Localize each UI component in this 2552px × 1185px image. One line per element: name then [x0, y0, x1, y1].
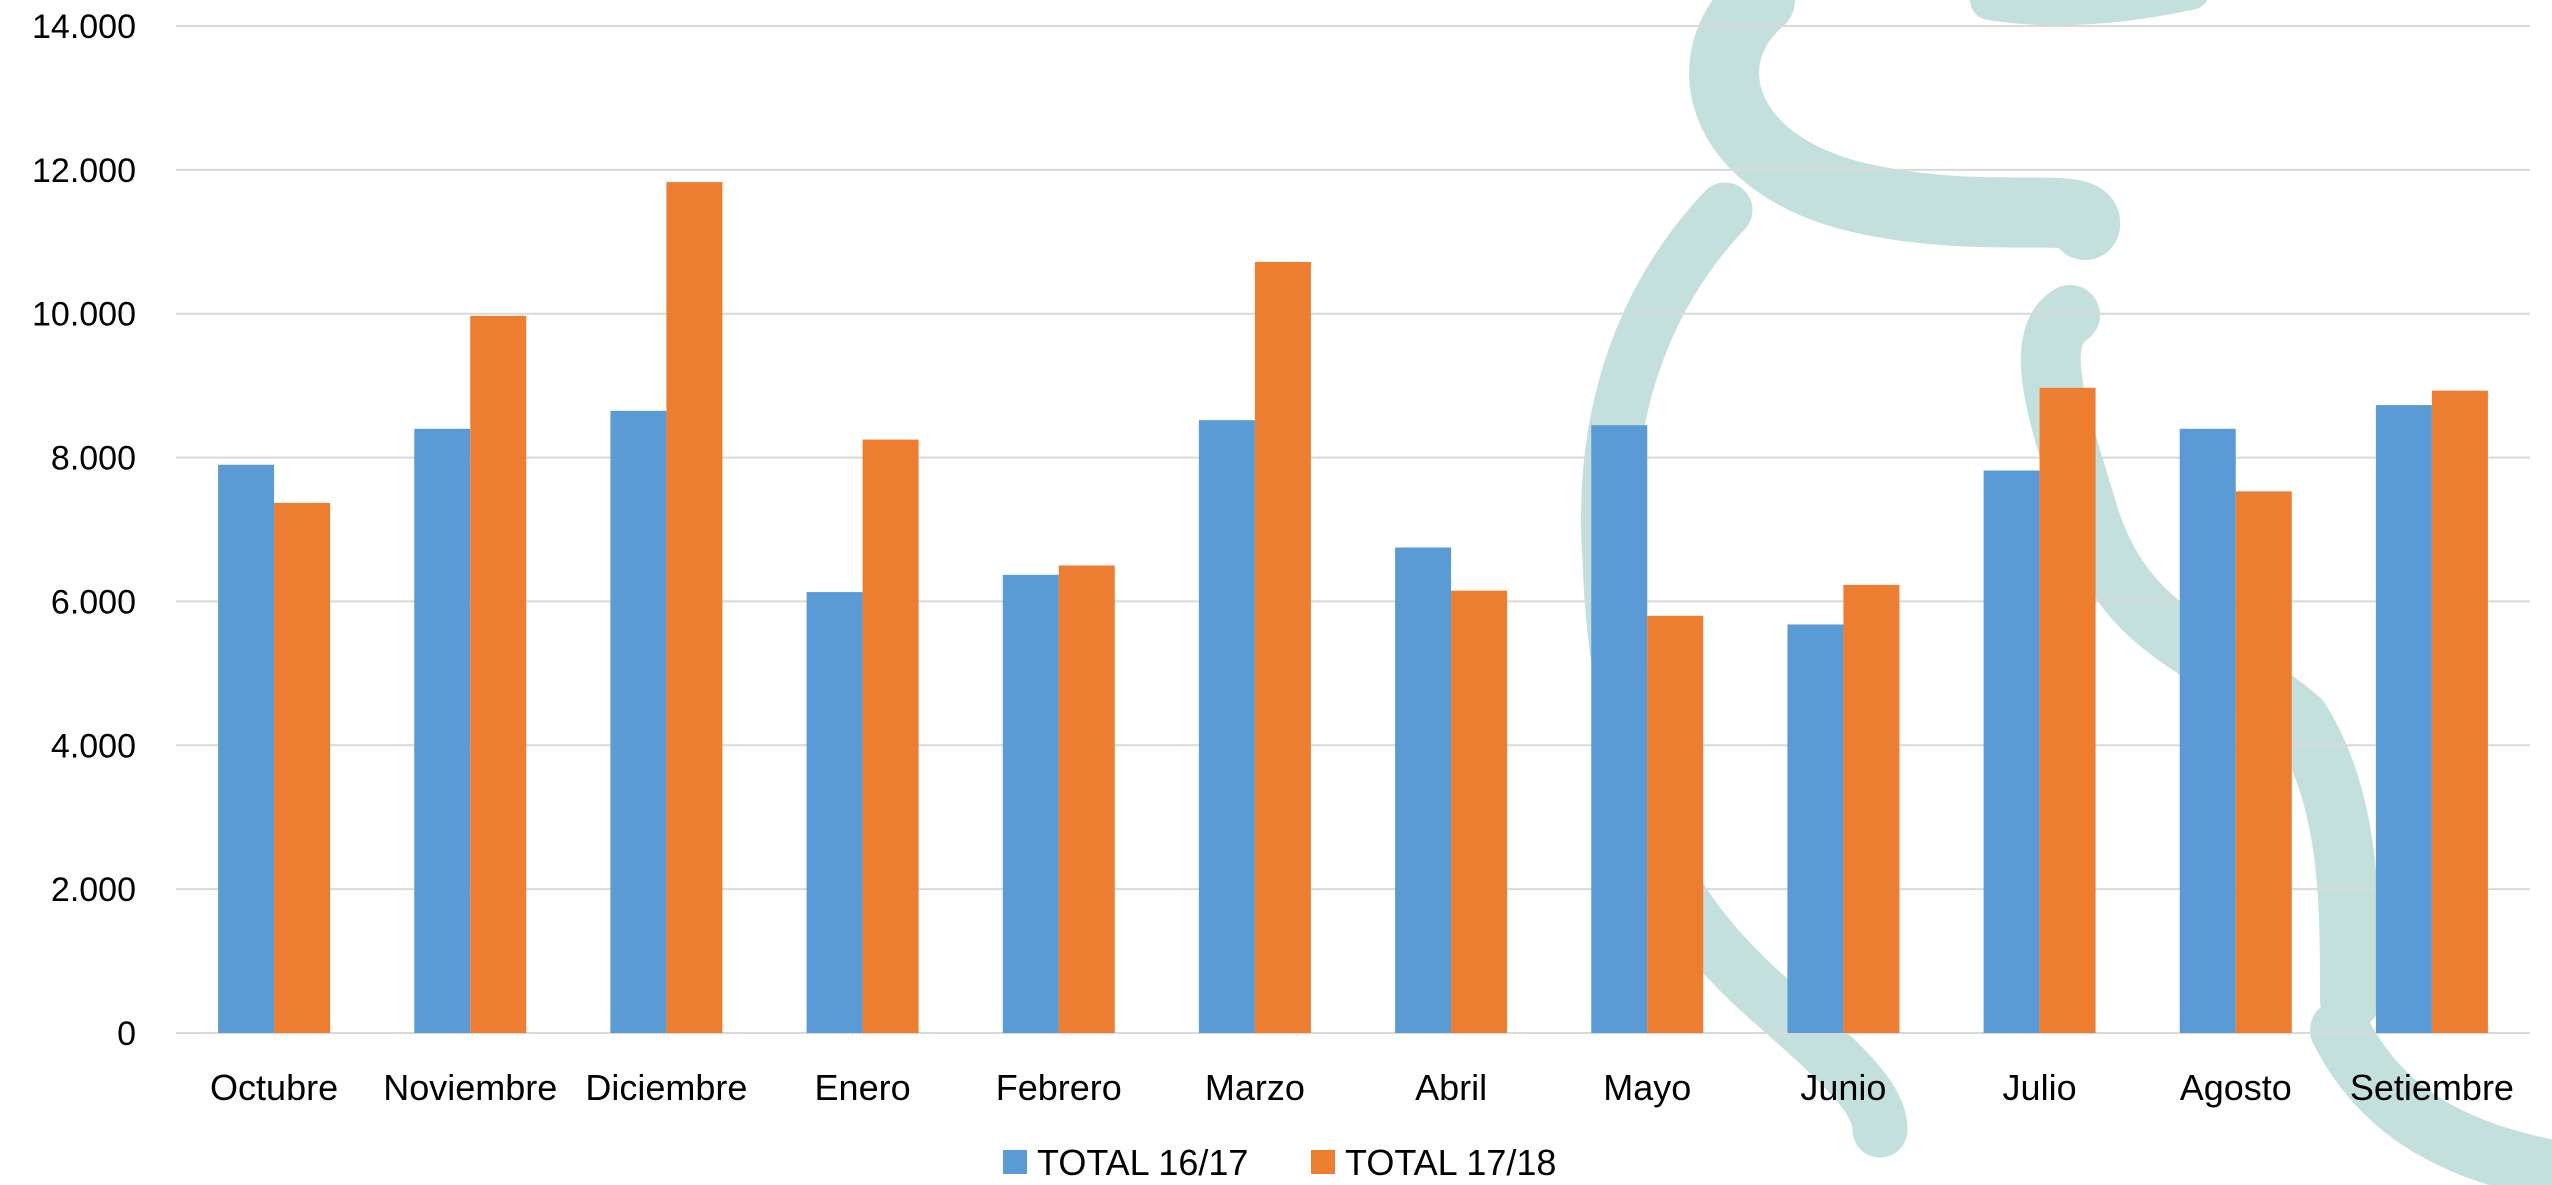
y-tick-label: 2.000 [51, 871, 136, 909]
x-tick-label: Enero [815, 1067, 911, 1108]
bar-julio-series-1 [1984, 471, 2040, 1033]
x-tick-label: Febrero [996, 1067, 1122, 1108]
legend-label-series-1: TOTAL 16/17 [1037, 1142, 1248, 1183]
bar-diciembre-series-2 [666, 182, 722, 1033]
y-tick-label: 0 [117, 1015, 136, 1053]
x-tick-label: Setiembre [2350, 1067, 2514, 1108]
x-tick-label: Abril [1415, 1067, 1487, 1108]
bar-agosto-series-1 [2180, 429, 2236, 1033]
bar-setiembre-series-2 [2432, 391, 2488, 1033]
watermark-stroke-1 [1990, 0, 2190, 5]
bar-marzo-series-2 [1255, 262, 1311, 1033]
bar-noviembre-series-1 [414, 429, 470, 1033]
legend-label-series-2: TOTAL 17/18 [1345, 1142, 1556, 1183]
bar-junio-series-1 [1787, 624, 1843, 1033]
bar-mayo-series-2 [1647, 616, 1703, 1033]
x-tick-label: Diciembre [585, 1067, 747, 1108]
y-tick-label: 10.000 [32, 296, 136, 334]
y-tick-label: 8.000 [51, 440, 136, 478]
x-tick-label: Agosto [2180, 1067, 2292, 1108]
x-tick-label: Julio [2003, 1067, 2077, 1108]
watermark-stroke-0 [1724, 0, 2085, 225]
x-tick-label: Octubre [210, 1067, 338, 1108]
bar-agosto-series-2 [2236, 491, 2292, 1033]
x-axis-ticks: Octubre Noviembre Diciembre Enero Febrero Mar… [210, 1067, 2514, 1108]
bar-mayo-series-1 [1591, 425, 1647, 1033]
bar-enero-series-1 [807, 592, 863, 1033]
x-tick-label: Marzo [1205, 1067, 1305, 1108]
y-tick-label: 12.000 [32, 152, 136, 190]
x-tick-label: Noviembre [383, 1067, 557, 1108]
bar-febrero-series-2 [1059, 565, 1115, 1033]
bar-enero-series-2 [863, 440, 919, 1033]
bar-febrero-series-1 [1003, 575, 1059, 1033]
bar-octubre-series-1 [218, 465, 274, 1033]
y-axis-ticks: 0 2.000 4.000 6.000 8.000 10.000 12.000 14.000 [32, 8, 136, 1053]
bar-octubre-series-2 [274, 503, 330, 1033]
legend-swatch-series-1 [1003, 1150, 1027, 1174]
y-tick-label: 6.000 [51, 583, 136, 621]
x-tick-label: Mayo [1603, 1067, 1691, 1108]
bar-junio-series-2 [1843, 585, 1899, 1033]
bar-marzo-series-1 [1199, 420, 1255, 1033]
bar-abril-series-2 [1451, 591, 1507, 1033]
bar-setiembre-series-1 [2376, 405, 2432, 1033]
legend-swatch-series-2 [1311, 1150, 1335, 1174]
gridlines [176, 26, 2530, 1033]
bar-noviembre-series-2 [470, 316, 526, 1033]
x-tick-label: Junio [1800, 1067, 1886, 1108]
y-tick-label: 4.000 [51, 727, 136, 765]
bar-julio-series-2 [2040, 388, 2096, 1033]
legend: TOTAL 16/17 TOTAL 17/18 [1003, 1142, 1556, 1183]
y-tick-label: 14.000 [32, 8, 136, 46]
bar-abril-series-1 [1395, 547, 1451, 1033]
bar-diciembre-series-1 [610, 411, 666, 1033]
